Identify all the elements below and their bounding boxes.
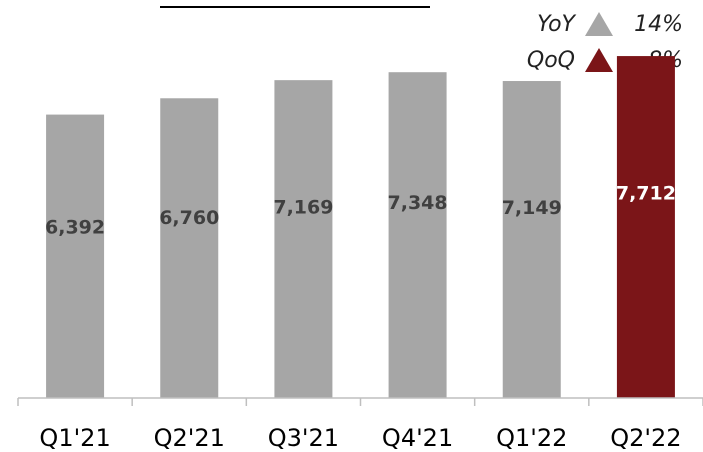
x-tick-label-4: Q1'22 [496,424,567,452]
x-tick-label-5: Q2'22 [610,424,681,452]
x-tick-label-1: Q2'21 [154,424,225,452]
legend-label-yoy: YoY [537,11,575,37]
triangle-up-icon [585,48,613,72]
bar-0 [46,114,105,398]
bar-1 [160,98,219,399]
data-label-4: 7,149 [502,197,562,219]
x-tick-label-3: Q4'21 [382,424,453,452]
chart-title-fragment [160,0,430,8]
legend: YoY 14% QoQ 8% [513,6,683,78]
data-label-5: 7,712 [616,183,676,205]
data-label-0: 6,392 [45,217,105,239]
x-tick-label-0: Q1'21 [39,424,110,452]
bar-2 [274,80,333,398]
bar-3 [388,72,447,398]
data-label-2: 7,169 [273,197,333,219]
legend-row-qoq: QoQ 8% [513,42,683,78]
legend-row-yoy: YoY 14% [513,6,683,42]
x-tick-label-2: Q3'21 [268,424,339,452]
data-label-3: 7,348 [388,192,448,214]
legend-label-qoq: QoQ [526,47,575,73]
bar-4 [502,81,561,398]
data-label-1: 6,760 [159,207,219,229]
legend-value-yoy: 14% [634,11,683,37]
bar-5 [616,56,675,398]
triangle-up-icon [585,12,613,36]
